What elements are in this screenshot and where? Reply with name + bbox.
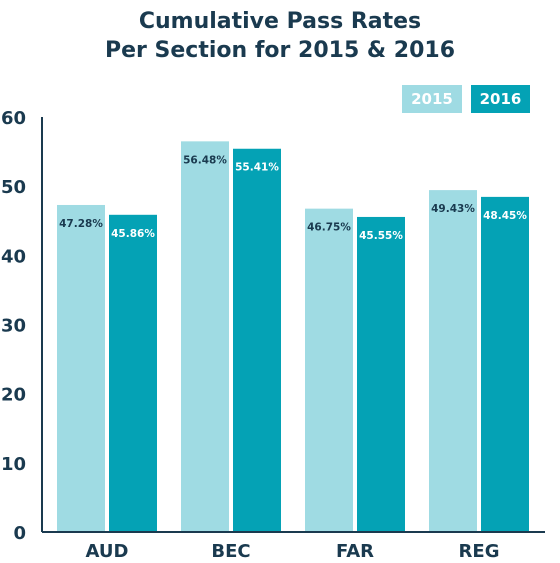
y-tick-label-0: 0 — [13, 523, 26, 544]
bar-aud-2015 — [57, 204, 105, 533]
data-label-aud-2015: 47.28% — [59, 218, 103, 230]
data-label-reg-2016: 48.45% — [483, 210, 527, 222]
y-tick-label-60: 60 — [1, 108, 26, 129]
data-label-reg-2015: 49.43% — [431, 203, 475, 215]
x-tick-label-far: FAR — [336, 541, 374, 562]
data-label-bec-2016: 55.41% — [235, 162, 279, 174]
legend-item-2016: 2016 — [471, 85, 530, 113]
data-label-far-2016: 45.55% — [359, 230, 403, 242]
bar-bec-2016 — [233, 148, 281, 532]
y-tick-label-30: 30 — [1, 316, 26, 337]
x-tick-label-bec: BEC — [211, 541, 250, 562]
chart-subtitle: Per Section for 2015 & 2016 — [104, 38, 455, 63]
data-label-aud-2016: 45.86% — [111, 228, 155, 240]
bar-reg-2015 — [429, 190, 477, 532]
legend-item-2015: 2015 — [402, 85, 462, 113]
y-tick-label-40: 40 — [1, 246, 26, 267]
x-tick-label-reg: REG — [459, 541, 500, 562]
bar-far-2016 — [357, 216, 405, 532]
data-label-far-2015: 46.75% — [307, 222, 351, 234]
y-tick-label-20: 20 — [1, 385, 26, 406]
y-tick-label-50: 50 — [1, 177, 26, 198]
bar-aud-2016 — [109, 214, 157, 532]
y-tick-label-10: 10 — [1, 454, 26, 475]
x-tick-label-aud: AUD — [86, 541, 129, 562]
chart-title: Cumulative Pass Rates — [138, 9, 422, 34]
data-label-bec-2015: 56.48% — [183, 154, 227, 166]
bar-reg-2016 — [481, 196, 529, 532]
bar-far-2015 — [305, 208, 353, 533]
bar-bec-2015 — [181, 141, 229, 532]
